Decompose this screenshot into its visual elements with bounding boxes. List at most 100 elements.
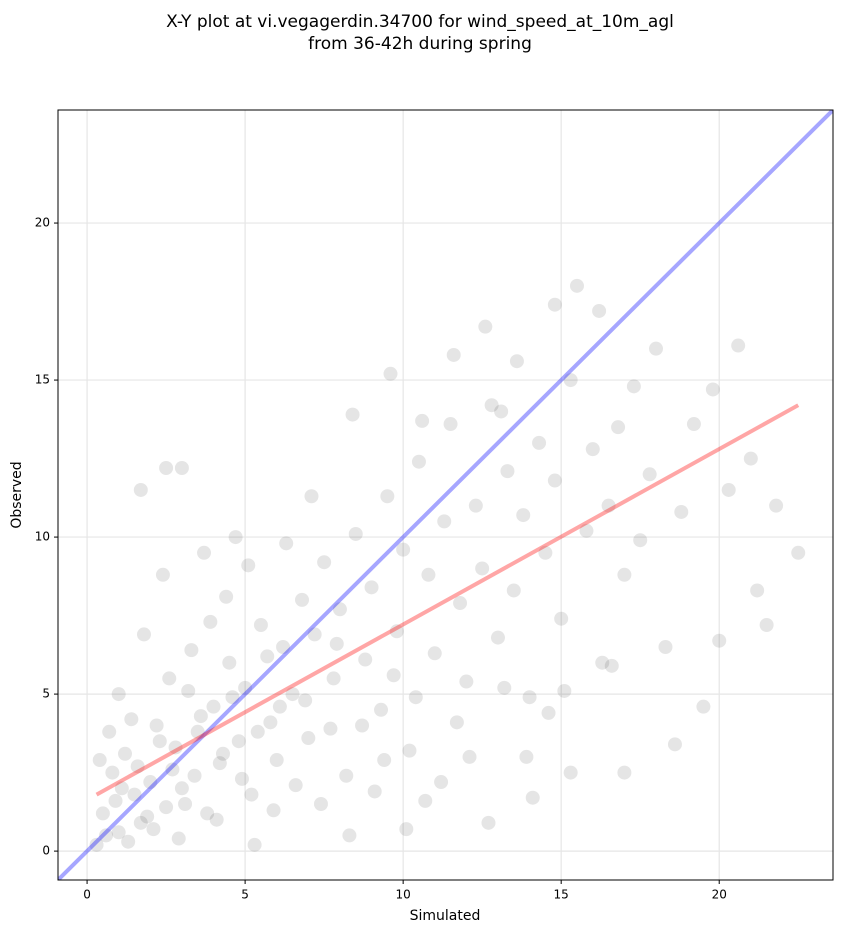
point: [178, 797, 193, 812]
point: [133, 482, 148, 497]
point: [484, 398, 499, 413]
point: [408, 690, 423, 705]
x-tick-label: 15: [554, 888, 569, 902]
point: [165, 762, 180, 777]
point: [329, 636, 344, 651]
point: [152, 734, 167, 749]
point: [187, 768, 202, 783]
point: [181, 683, 196, 698]
x-tick-label: 10: [396, 888, 411, 902]
point: [601, 498, 616, 513]
point: [418, 793, 433, 808]
point: [383, 366, 398, 381]
chart-title: X-Y plot at vi.vegagerdin.34700 for wind…: [166, 12, 674, 32]
point: [168, 740, 183, 755]
point: [130, 759, 145, 774]
point: [121, 834, 136, 849]
point: [611, 420, 626, 435]
point: [642, 467, 657, 482]
point: [143, 775, 158, 790]
point: [162, 671, 177, 686]
fit-line: [58, 110, 833, 880]
point: [769, 498, 784, 513]
point: [712, 633, 727, 648]
point: [197, 545, 212, 560]
point: [200, 806, 215, 821]
point: [140, 809, 155, 824]
point: [427, 646, 442, 661]
point: [402, 743, 417, 758]
point: [617, 765, 632, 780]
point: [95, 806, 110, 821]
point: [225, 690, 240, 705]
point: [604, 658, 619, 673]
point: [674, 504, 689, 519]
point: [212, 756, 227, 771]
point: [332, 602, 347, 617]
point: [317, 555, 332, 570]
x-tick-label: 0: [83, 888, 91, 902]
point: [193, 709, 208, 724]
point: [633, 533, 648, 548]
point: [547, 297, 562, 312]
y-tick-label: 5: [42, 687, 50, 701]
point: [253, 618, 268, 633]
point: [304, 489, 319, 504]
point: [149, 718, 164, 733]
point: [386, 668, 401, 683]
point: [171, 831, 186, 846]
point: [490, 630, 505, 645]
point: [585, 442, 600, 457]
point: [339, 768, 354, 783]
point: [592, 303, 607, 318]
ticks: 0 5 10 15 20 0 5 10 15 20: [35, 216, 727, 902]
point: [579, 523, 594, 538]
point: [358, 652, 373, 667]
point: [449, 715, 464, 730]
point: [124, 712, 139, 727]
point: [569, 278, 584, 293]
point: [443, 417, 458, 432]
point: [155, 567, 170, 582]
point: [219, 589, 234, 604]
point: [99, 828, 114, 843]
point: [396, 542, 411, 557]
y-tick-label: 20: [35, 216, 50, 230]
y-axis-label: Observed: [9, 461, 25, 528]
point: [301, 731, 316, 746]
point: [437, 514, 452, 529]
point: [323, 721, 338, 736]
point: [475, 561, 490, 576]
point: [355, 718, 370, 733]
point: [750, 583, 765, 598]
point: [285, 687, 300, 702]
point: [519, 749, 534, 764]
plot-area: [58, 110, 833, 880]
point: [298, 693, 313, 708]
point: [522, 690, 537, 705]
point: [667, 737, 682, 752]
point: [497, 680, 512, 695]
point: [705, 382, 720, 397]
point: [276, 639, 291, 654]
x-tick-label: 5: [241, 888, 249, 902]
point: [260, 649, 275, 664]
point: [374, 702, 389, 717]
point: [532, 435, 547, 450]
point: [547, 473, 562, 488]
y-tick-label: 0: [42, 844, 50, 858]
point: [174, 781, 189, 796]
point: [111, 825, 126, 840]
point: [743, 451, 758, 466]
point: [111, 687, 126, 702]
chart-title: from 36-42h during spring: [308, 34, 532, 54]
point: [538, 545, 553, 560]
point: [102, 724, 117, 739]
point: [377, 753, 392, 768]
point: [146, 822, 161, 837]
point: [279, 536, 294, 551]
point: [159, 460, 174, 475]
point: [554, 611, 569, 626]
point: [626, 379, 641, 394]
